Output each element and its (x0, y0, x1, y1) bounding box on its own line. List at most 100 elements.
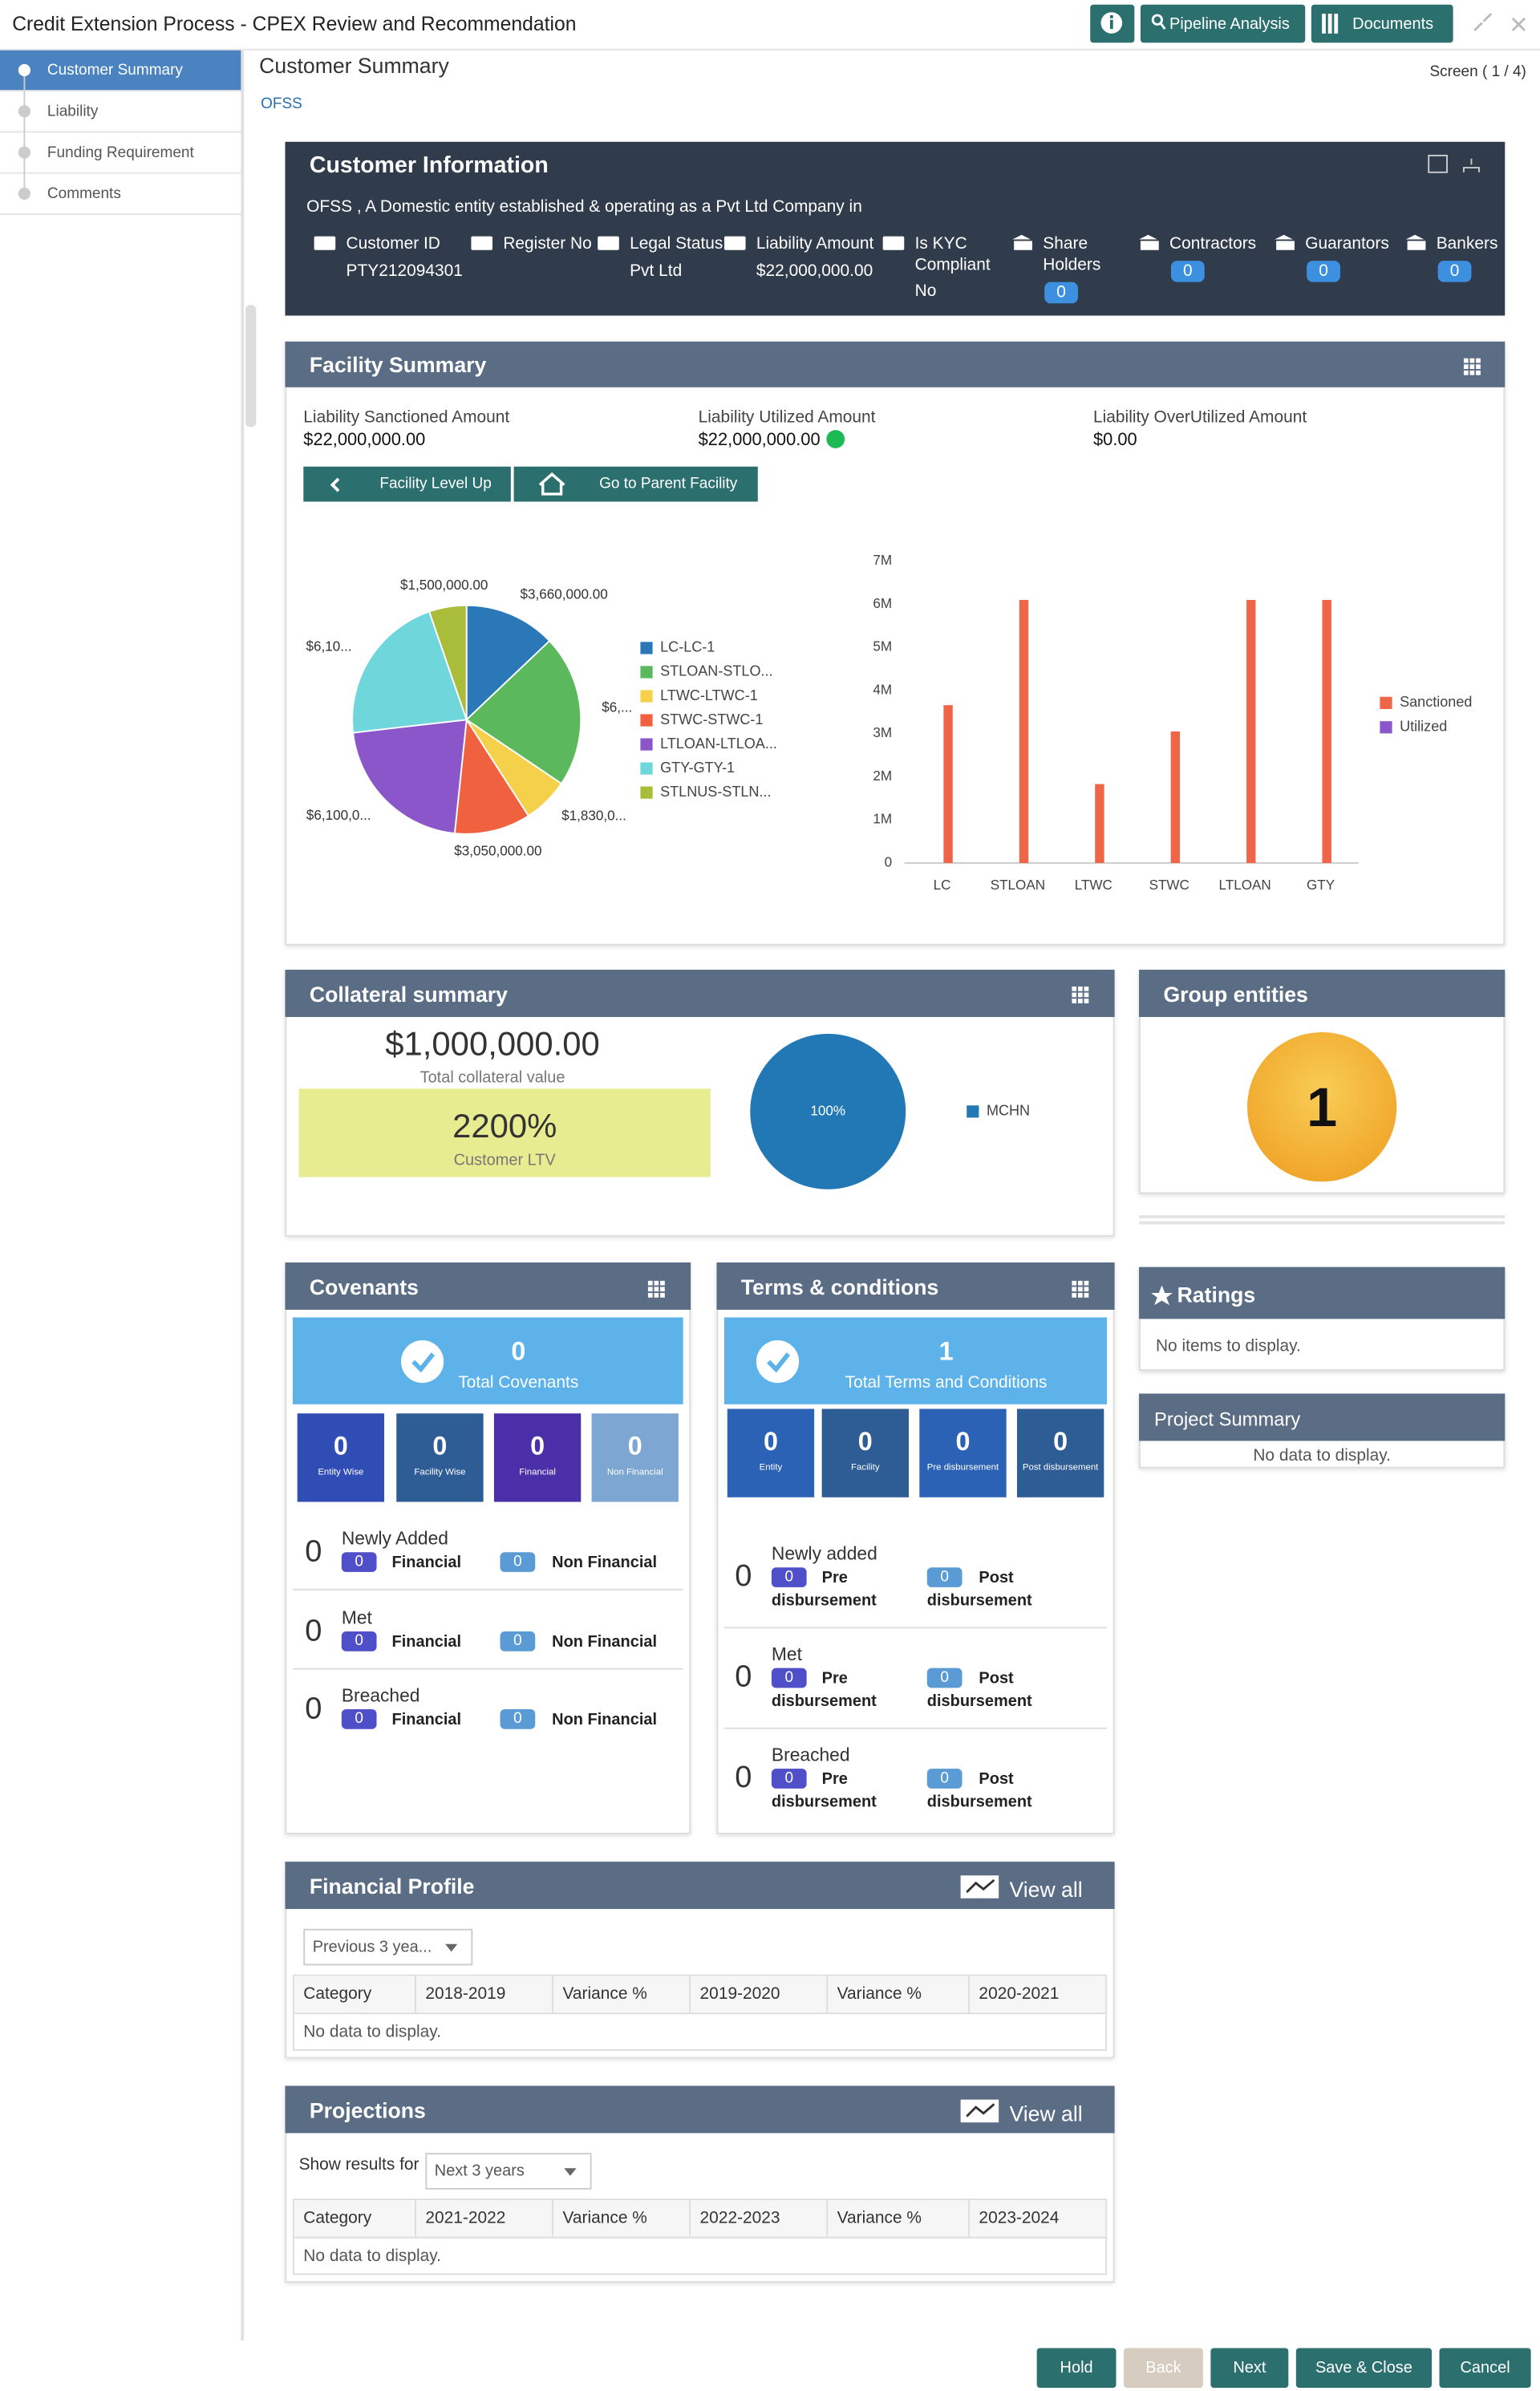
field-label: Register No (503, 234, 592, 253)
badge-b-label: Post disbursement (926, 1770, 1032, 1812)
footer-button[interactable] (1210, 2348, 1289, 2388)
amount-value: $22,000,000.00 (303, 431, 426, 450)
footer-button[interactable] (1295, 2348, 1433, 2388)
tile[interactable] (1016, 1408, 1104, 1497)
badge-a-label: Pre disbursement (771, 1770, 877, 1812)
covenants-card-title: Covenants (309, 1274, 419, 1299)
pipeline-label: Pipeline Analysis (1169, 15, 1290, 34)
sidebar-item[interactable] (0, 132, 241, 174)
tile[interactable] (591, 1413, 679, 1502)
legend-label: GTY-GTY-1 (660, 760, 735, 776)
tile-label: Pre disbursement (926, 1463, 999, 1473)
column-divider (968, 1976, 971, 2013)
table-header (294, 1976, 1106, 2015)
collateral-card-title: Collateral summary (309, 981, 508, 1006)
x-tick-label: LC (934, 877, 951, 893)
slice-label: $6,10... (306, 639, 352, 654)
select[interactable] (303, 1928, 473, 1966)
group-card-title: Group entities (1163, 981, 1308, 1006)
footer-button[interactable] (1036, 2348, 1116, 2388)
grid-icon (1072, 986, 1077, 991)
financial_profile-card-title: Financial Profile (309, 1873, 475, 1898)
grid-icon (1084, 992, 1089, 998)
close-icon (1511, 17, 1526, 32)
terms-total: 1 (938, 1337, 954, 1367)
sidebar-item[interactable] (0, 50, 241, 92)
amount-value: $22,000,000.00 (698, 431, 821, 450)
tile[interactable] (297, 1413, 385, 1502)
grid-icon (647, 1280, 653, 1286)
legend-swatch (640, 642, 653, 654)
column-header: 2023-2024 (979, 2209, 1060, 2228)
scroll-handle (245, 305, 257, 428)
grid-icon (1476, 364, 1481, 370)
grid-icon (1463, 370, 1469, 375)
projections-view-all: View all (1009, 2101, 1083, 2126)
slice-label: $6,100,0... (306, 808, 371, 823)
tile[interactable] (821, 1408, 909, 1497)
legend-label: STLOAN-STLO... (660, 663, 772, 679)
tile[interactable] (919, 1408, 1007, 1497)
slice-label: $1,500,000.00 (400, 577, 488, 593)
grid-icon (1072, 1280, 1077, 1286)
pie-slice (351, 610, 468, 734)
tile-count: 0 (432, 1432, 448, 1461)
tile[interactable] (493, 1413, 582, 1502)
legend-swatch (1380, 696, 1392, 709)
org-link: OFSS (261, 95, 302, 113)
bar (943, 705, 953, 863)
bar (1322, 599, 1331, 863)
column-divider (689, 1976, 691, 2013)
badge-b: 0 (926, 1668, 962, 1688)
footer-button-label: Cancel (1460, 2358, 1510, 2377)
tile[interactable] (727, 1408, 815, 1497)
table (292, 1974, 1108, 2051)
row-label: Met (341, 1607, 372, 1629)
grid-icon (1077, 999, 1083, 1003)
badge-b: 0 (926, 1567, 962, 1587)
group-card-header (1139, 970, 1506, 1017)
level-up-button[interactable] (303, 466, 511, 502)
pie-slice (453, 717, 530, 835)
pipeline-button[interactable] (1140, 4, 1306, 43)
slice-label: $1,830,0... (561, 808, 626, 824)
bar (1095, 784, 1104, 863)
legend-label: STWC-STWC-1 (660, 711, 763, 727)
home-icon (538, 472, 565, 496)
row-count: 0 (305, 1615, 322, 1648)
badge-b-label: Non Financial (552, 1632, 658, 1651)
badge-a: 0 (771, 1769, 807, 1789)
column-divider (826, 2200, 829, 2237)
column-divider (552, 1976, 554, 2013)
table-empty: No data to display. (303, 2023, 441, 2042)
collateral-card-header (285, 970, 1115, 1017)
column-header: 2022-2023 (699, 2209, 780, 2228)
check-icon (767, 1352, 791, 1373)
badge-a: 0 (341, 1709, 377, 1729)
sidebar-item[interactable] (0, 173, 241, 216)
covenants-total-label: Total Covenants (458, 1373, 579, 1392)
y-tick-label: 3M (873, 725, 892, 740)
badge-b-label: Non Financial (552, 1710, 658, 1729)
row-divider (292, 1668, 683, 1670)
column-header: 2018-2019 (425, 1985, 506, 2004)
footer-button[interactable] (1439, 2348, 1531, 2388)
star-icon (1151, 1285, 1173, 1306)
step-dot (18, 63, 31, 77)
step-dot (18, 146, 31, 159)
ltv-label: Customer LTV (453, 1151, 556, 1170)
badge-b: 0 (500, 1709, 536, 1729)
tile[interactable] (396, 1413, 484, 1502)
grid-icon (1072, 1293, 1077, 1298)
parent-button[interactable] (513, 466, 758, 502)
legend-swatch (640, 714, 653, 727)
legend-swatch (640, 738, 653, 751)
column-header: 2021-2022 (425, 2209, 506, 2228)
select[interactable] (425, 2153, 592, 2190)
project-empty: No data to display. (1253, 1447, 1391, 1465)
sidebar-item[interactable] (0, 91, 241, 133)
column-header: Variance % (562, 2209, 647, 2228)
grid-icon (1463, 358, 1469, 363)
y-tick-label: 6M (873, 596, 892, 611)
